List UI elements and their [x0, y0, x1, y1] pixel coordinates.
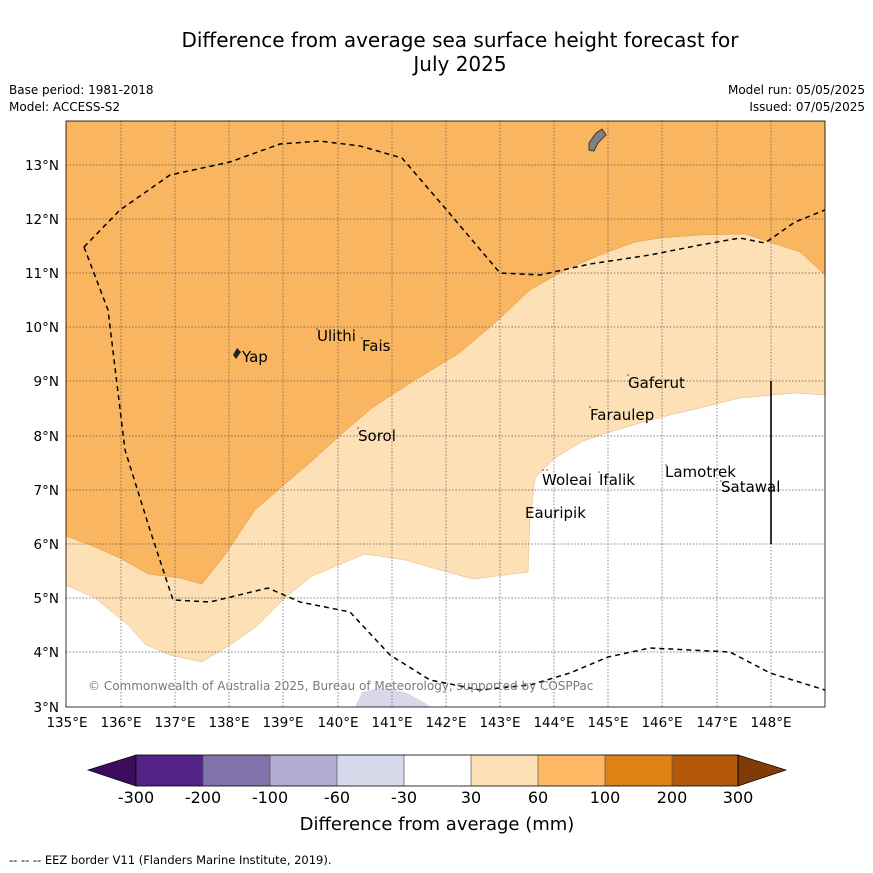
title-line-2: July 2025 — [413, 52, 507, 76]
colorbar-ticks: -300 -200 -100 -60 -30 30 60 100 200 300 — [118, 788, 753, 807]
lon-label-144: 144°E — [533, 715, 574, 731]
place-eauripik: Eauripik — [525, 504, 586, 522]
colorbar-swatch-8 — [605, 755, 672, 786]
lon-label-145: 145°E — [587, 715, 628, 731]
place-ifalik: Ifalik — [599, 471, 635, 489]
lat-label-8: 8°N — [34, 429, 59, 445]
band-neg60-neg30 — [355, 688, 430, 707]
place-lamotrek: Lamotrek — [665, 463, 736, 481]
cb-tick-60: 60 — [528, 788, 548, 807]
lon-label-138: 138°E — [208, 715, 249, 731]
colorbar-swatch-7 — [538, 755, 605, 786]
lon-axis: 135°E 136°E 137°E 138°E 139°E 140°E 141°… — [46, 715, 791, 731]
eez-border — [83, 140, 825, 691]
base-period-text: Base period: 1981-2018 — [9, 83, 154, 97]
lat-label-13: 13°N — [25, 158, 59, 174]
lat-label-6: 6°N — [34, 537, 59, 553]
place-yap: Yap — [241, 348, 268, 366]
place-faraulep: Faraulep — [590, 406, 654, 424]
issued-text: Issued: 07/05/2025 — [749, 100, 865, 114]
lat-label-9: 9°N — [34, 374, 59, 390]
lon-label-139: 139°E — [262, 715, 303, 731]
lon-label-137: 137°E — [154, 715, 195, 731]
place-gaferut: Gaferut — [628, 374, 685, 392]
eez-line-palau-fsm — [83, 246, 825, 691]
colorbar-extend-low — [86, 754, 137, 787]
colorbar-swatch-4 — [337, 755, 404, 786]
colorbar-swatch-3 — [270, 755, 337, 786]
place-ulithi: Ulithi — [317, 327, 356, 345]
lon-label-140: 140°E — [317, 715, 358, 731]
lat-label-7: 7°N — [34, 483, 59, 499]
cb-tick-200: 200 — [657, 788, 688, 807]
lat-axis: 3°N 4°N 5°N 6°N 7°N 8°N 9°N 10°N 11°N 12… — [25, 158, 59, 716]
cb-tick-neg100: -100 — [252, 788, 288, 807]
colorbar-swatch-2 — [203, 755, 270, 786]
colorbar-extend-high — [737, 754, 788, 787]
title-line-1: Difference from average sea surface heig… — [181, 28, 739, 52]
cb-tick-neg300: -300 — [118, 788, 154, 807]
colorbar-title: Difference from average (mm) — [300, 814, 575, 835]
lon-label-142: 142°E — [425, 715, 466, 731]
lat-label-11: 11°N — [25, 266, 59, 282]
eez-line-guam — [83, 140, 825, 276]
lat-label-10: 10°N — [25, 320, 59, 336]
colorbar-frame — [135, 754, 739, 787]
gridlines — [66, 121, 825, 707]
cb-tick-100: 100 — [590, 788, 621, 807]
lon-label-143: 143°E — [479, 715, 520, 731]
lat-label-4: 4°N — [34, 645, 59, 661]
place-woleai: Woleai — [542, 471, 592, 489]
lat-label-12: 12°N — [25, 212, 59, 228]
lon-label-146: 146°E — [641, 715, 682, 731]
colorbar: -300 -200 -100 -60 -30 30 60 100 200 300… — [86, 754, 788, 835]
lat-label-5: 5°N — [34, 591, 59, 607]
atoll-dots — [316, 328, 722, 482]
colorbar-swatch-6 — [471, 755, 538, 786]
colorbar-swatch-5 — [404, 755, 471, 786]
map-plot-area: Yap Ulithi Fais Sorol Gaferut Faraulep W… — [66, 121, 825, 707]
place-fais: Fais — [362, 337, 391, 355]
lat-label-3: 3°N — [34, 700, 59, 716]
cb-tick-neg60: -60 — [324, 788, 350, 807]
meta-right: Model run: 05/05/2025 Issued: 07/05/2025 — [728, 82, 865, 116]
lon-label-148: 148°E — [750, 715, 791, 731]
guam-island — [588, 128, 607, 152]
model-run-text: Model run: 05/05/2025 — [727, 83, 865, 97]
map-frame — [65, 120, 826, 708]
place-labels: Yap Ulithi Fais Sorol Gaferut Faraulep W… — [241, 327, 780, 522]
lon-label-136: 136°E — [100, 715, 141, 731]
colorbar-swatch-1 — [136, 755, 203, 786]
chart-title: Difference from average sea surface heig… — [0, 28, 873, 76]
lon-label-135: 135°E — [46, 715, 87, 731]
model-text: Model: ACCESS-S2 — [9, 100, 121, 114]
band-60-100 — [66, 121, 825, 585]
place-sorol: Sorol — [358, 427, 396, 445]
cb-tick-300: 300 — [723, 788, 754, 807]
lon-label-141: 141°E — [371, 715, 412, 731]
place-satawal: Satawal — [721, 478, 780, 496]
cb-tick-30: 30 — [461, 788, 481, 807]
colorbar-swatch-9 — [672, 755, 738, 786]
eez-footnote: -- -- -- EEZ border V11 (Flanders Marine… — [9, 853, 332, 867]
copyright-text: © Commonwealth of Australia 2025, Bureau… — [88, 679, 593, 693]
colorbar-dividers — [202, 755, 673, 786]
meta-left: Base period: 1981-2018 Model: ACCESS-S2 — [9, 82, 154, 116]
lon-label-147: 147°E — [696, 715, 737, 731]
yap-island — [233, 348, 241, 359]
cb-tick-neg30: -30 — [391, 788, 417, 807]
cb-tick-neg200: -200 — [185, 788, 221, 807]
